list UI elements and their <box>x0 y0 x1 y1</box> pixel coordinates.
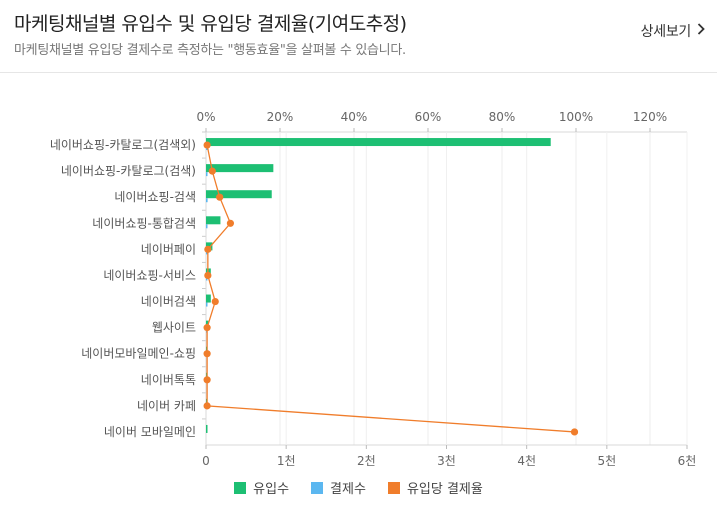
rate-point <box>211 297 219 306</box>
chart-title: 마케팅채널별 유입수 및 유입당 결제율(기여도추정) <box>14 13 407 35</box>
top-tick-label: 80% <box>489 110 516 124</box>
chevron-right-icon <box>697 23 705 39</box>
rate-point <box>203 141 211 149</box>
legend-item-inflow[interactable]: 유입수 <box>234 478 289 497</box>
rate-point <box>203 324 211 332</box>
category-label: 네이버쇼핑-카탈로그(검색외) <box>50 138 196 152</box>
top-tick-label: 100% <box>559 110 593 124</box>
category-labels: 네이버쇼핑-카탈로그(검색외) 네이버쇼핑-카탈로그(검색) 네이버쇼핑-검색네이버… <box>50 138 196 439</box>
category-label: 네이버쇼핑-검색 <box>114 190 196 204</box>
legend-label-inflow: 유입수 <box>253 482 290 497</box>
legend-label-rate: 유입당 결제율 <box>406 482 483 497</box>
bar-inflow <box>206 164 274 173</box>
rate-point <box>203 376 211 384</box>
rate-line-series <box>203 141 579 436</box>
detail-view-link[interactable]: 상세보기 <box>641 21 705 41</box>
legend-item-rate[interactable]: 유입당 결제율 <box>387 478 483 497</box>
chart-subtitle: 마케팅채널별 유입당 결제수로 측정하는 "행동효율"을 살펴볼 수 있습니다. <box>14 43 406 58</box>
bar-payments <box>206 302 208 307</box>
header-divider <box>0 72 717 73</box>
rate-point <box>226 219 235 227</box>
bar-inflow <box>206 216 221 225</box>
rate-point <box>216 193 224 201</box>
rate-point <box>208 167 216 175</box>
top-tick-label: 20% <box>267 110 294 124</box>
category-label: 네이버페이 <box>141 242 196 256</box>
legend-item-payments[interactable]: 결제수 <box>311 478 366 497</box>
rate-point <box>203 350 211 358</box>
category-label: 웹사이트 <box>152 321 196 335</box>
bottom-tick-label: 5천 <box>597 453 616 468</box>
legend-swatch-rate <box>387 481 400 494</box>
category-label: 네이버쇼핑-카탈로그(검색) <box>61 164 196 178</box>
rate-point <box>203 402 211 410</box>
chart-legend: 유입수 결제수 유입당 결제율 <box>0 478 717 497</box>
bar-series <box>206 138 551 433</box>
bottom-tick-label: 2천 <box>357 453 376 468</box>
bar-payments <box>206 224 208 229</box>
legend-label-payments: 결제수 <box>330 482 366 497</box>
bottom-tick-label: 6천 <box>678 453 697 468</box>
top-tick-label: 120% <box>633 110 667 124</box>
rate-line <box>206 144 575 433</box>
top-tick-label: 60% <box>415 110 442 124</box>
category-label: 네이버쇼핑-통합검색 <box>92 216 196 230</box>
category-label: 네이버 모바일메인 <box>104 425 196 439</box>
category-label: 네이버검색 <box>141 295 196 309</box>
legend-swatch-inflow <box>234 481 247 494</box>
top-tick-label: 0% <box>196 110 215 124</box>
rate-point <box>204 271 212 280</box>
category-label: 네이버톡톡 <box>141 373 196 387</box>
bar-inflow <box>206 294 211 303</box>
bottom-tick-label: 0 <box>202 454 210 468</box>
rate-point <box>204 245 212 253</box>
top-axis-ticks: 0% 20% 40% 60% 80% 100% 120% <box>196 110 667 124</box>
bar-payments <box>206 198 208 203</box>
bar-inflow <box>206 424 208 433</box>
bottom-tick-label: 3천 <box>437 453 456 468</box>
bottom-tick-label: 4천 <box>517 453 536 468</box>
bottom-tick-label: 1천 <box>277 453 296 468</box>
bar-inflow <box>206 138 551 147</box>
legend-swatch-payments <box>311 481 324 494</box>
rate-point <box>570 428 579 436</box>
top-tick-label: 40% <box>341 110 368 124</box>
detail-view-label: 상세보기 <box>640 24 692 40</box>
bar-payments <box>206 172 208 177</box>
category-label: 네이버쇼핑-서비스 <box>103 268 196 282</box>
bar-inflow <box>206 190 272 199</box>
category-label: 네이버 카페 <box>137 399 196 413</box>
bottom-axis-ticks: 0 1천 2천 3천 4천 5천 6천 <box>202 453 696 468</box>
grid-lines <box>202 128 688 449</box>
category-label: 네이버모바일메인-쇼핑 <box>81 347 196 361</box>
